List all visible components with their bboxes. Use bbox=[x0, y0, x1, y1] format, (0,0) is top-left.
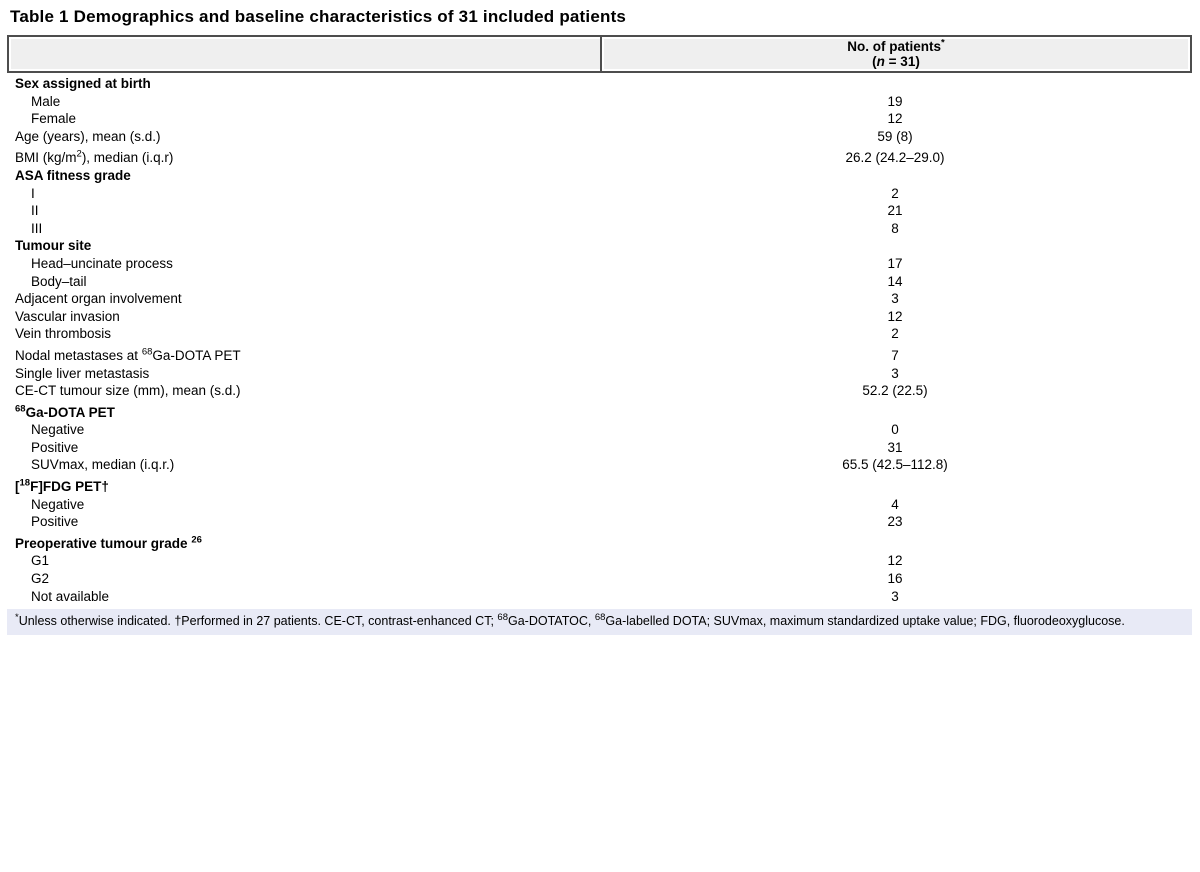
header-value-line2: (n = 31) bbox=[872, 54, 920, 69]
row-value: 12 bbox=[887, 111, 903, 127]
row-label: Tumour site bbox=[15, 238, 92, 254]
table-row: Not available 3 bbox=[7, 588, 1192, 606]
row-label: SUVmax, median (i.q.r.) bbox=[31, 457, 175, 473]
row-value: 4 bbox=[891, 496, 899, 512]
row-label: III bbox=[31, 220, 43, 236]
row-value: 31 bbox=[887, 439, 903, 455]
table-row: 68Ga-DOTA PET bbox=[7, 400, 1192, 422]
table-row: Negative 0 bbox=[7, 421, 1192, 439]
table-row: CE-CT tumour size (mm), mean (s.d.) 52.2 … bbox=[7, 382, 1192, 400]
table-row: Positive 31 bbox=[7, 439, 1192, 457]
table-row: Nodal metastases at 68Ga-DOTA PET 7 bbox=[7, 343, 1192, 365]
row-value bbox=[598, 535, 1192, 553]
row-value: 17 bbox=[887, 255, 903, 271]
row-label: Not available bbox=[31, 588, 110, 604]
table-row: Age (years), mean (s.d.) 59 (8) bbox=[7, 128, 1192, 146]
table-row: Adjacent organ involvement 3 bbox=[7, 290, 1192, 308]
table-body: Sex assigned at birth Male 19 Female 12 Age (… bbox=[7, 73, 1192, 605]
row-label: Negative bbox=[31, 496, 85, 512]
row-label: Preoperative tumour grade 26 bbox=[15, 534, 202, 551]
table-row: Head–uncinate process 17 bbox=[7, 255, 1192, 273]
row-label: Negative bbox=[31, 422, 85, 438]
table-row: Vascular invasion 12 bbox=[7, 308, 1192, 326]
row-label: G1 bbox=[31, 553, 50, 569]
row-value: 2 bbox=[891, 185, 899, 201]
table-row: Positive 23 bbox=[7, 513, 1192, 531]
row-value: 21 bbox=[887, 203, 903, 219]
row-value: 3 bbox=[891, 588, 899, 604]
table-row: Preoperative tumour grade 26 bbox=[7, 531, 1192, 553]
table-row: Body–tail 14 bbox=[7, 273, 1192, 291]
row-label: Positive bbox=[31, 439, 79, 455]
table-row: ASA fitness grade bbox=[7, 167, 1192, 185]
row-value: 12 bbox=[887, 308, 903, 324]
row-label: I bbox=[31, 185, 35, 201]
row-label: II bbox=[31, 203, 39, 219]
row-value: 3 bbox=[891, 365, 899, 381]
table-header-row: No. of patients* (n = 31) bbox=[7, 35, 1192, 73]
row-value bbox=[598, 478, 1192, 496]
row-value: 14 bbox=[887, 273, 903, 289]
table-row: Sex assigned at birth bbox=[7, 75, 1192, 93]
header-value-cell: No. of patients* (n = 31) bbox=[600, 37, 1190, 71]
table-title: Table 1 Demographics and baseline charac… bbox=[10, 7, 627, 26]
table-row: Male 19 bbox=[7, 93, 1192, 111]
row-value: 8 bbox=[891, 220, 899, 236]
row-value: 12 bbox=[887, 553, 903, 569]
table-row: Negative 4 bbox=[7, 496, 1192, 514]
row-value: 0 bbox=[891, 422, 899, 438]
row-value: 59 (8) bbox=[877, 128, 913, 144]
table-row: II 21 bbox=[7, 202, 1192, 220]
table-row: BMI (kg/m2), median (i.q.r) 26.2 (24.2–29… bbox=[7, 145, 1192, 167]
row-label: CE-CT tumour size (mm), mean (s.d.) bbox=[15, 383, 241, 399]
table-row: Tumour site bbox=[7, 237, 1192, 255]
row-label: Female bbox=[31, 111, 77, 127]
row-label: Adjacent organ involvement bbox=[15, 291, 182, 307]
row-value bbox=[598, 167, 1192, 185]
row-value: 16 bbox=[887, 571, 903, 587]
table-row: Vein thrombosis 2 bbox=[7, 325, 1192, 343]
row-label: Nodal metastases at 68Ga-DOTA PET bbox=[15, 346, 241, 363]
row-label: Body–tail bbox=[31, 273, 87, 289]
row-label: ASA fitness grade bbox=[15, 167, 131, 183]
row-label: Head–uncinate process bbox=[31, 255, 173, 271]
row-label: Age (years), mean (s.d.) bbox=[15, 128, 161, 144]
table-row: G1 12 bbox=[7, 552, 1192, 570]
row-label: Sex assigned at birth bbox=[15, 76, 151, 91]
row-label: Positive bbox=[31, 514, 79, 530]
row-value: 52.2 (22.5) bbox=[862, 383, 928, 399]
row-value bbox=[598, 237, 1192, 255]
row-label: G2 bbox=[31, 571, 50, 587]
row-value: 19 bbox=[887, 93, 903, 109]
row-label: Vascular invasion bbox=[15, 308, 120, 324]
table-row: Female 12 bbox=[7, 110, 1192, 128]
header-value-line1: No. of patients* bbox=[847, 37, 945, 54]
table-row: Single liver metastasis 3 bbox=[7, 365, 1192, 383]
table-row: III 8 bbox=[7, 220, 1192, 238]
row-value bbox=[598, 404, 1192, 422]
row-label: Vein thrombosis bbox=[15, 326, 112, 342]
table-row: SUVmax, median (i.q.r.) 65.5 (42.5–112.8) bbox=[7, 456, 1192, 474]
row-label: 68Ga-DOTA PET bbox=[15, 403, 115, 420]
row-value: 65.5 (42.5–112.8) bbox=[842, 457, 948, 473]
row-label: [18F]FDG PET† bbox=[15, 477, 109, 495]
row-value bbox=[598, 75, 1192, 93]
row-value: 3 bbox=[891, 291, 899, 307]
demographics-table: No. of patients* (n = 31) Sex assigned a… bbox=[7, 35, 1192, 635]
row-value: 2 bbox=[891, 326, 899, 342]
header-label-cell bbox=[9, 37, 600, 71]
table-footnote: *Unless otherwise indicated. †Performed … bbox=[7, 609, 1192, 635]
row-label: Male bbox=[31, 93, 61, 109]
table-row: [18F]FDG PET† bbox=[7, 474, 1192, 496]
table-row: G2 16 bbox=[7, 570, 1192, 588]
row-label: Single liver metastasis bbox=[15, 365, 150, 381]
row-value: 23 bbox=[887, 514, 903, 530]
row-value: 7 bbox=[891, 347, 899, 363]
row-label: BMI (kg/m2), median (i.q.r) bbox=[15, 148, 174, 166]
row-value: 26.2 (24.2–29.0) bbox=[845, 150, 945, 166]
